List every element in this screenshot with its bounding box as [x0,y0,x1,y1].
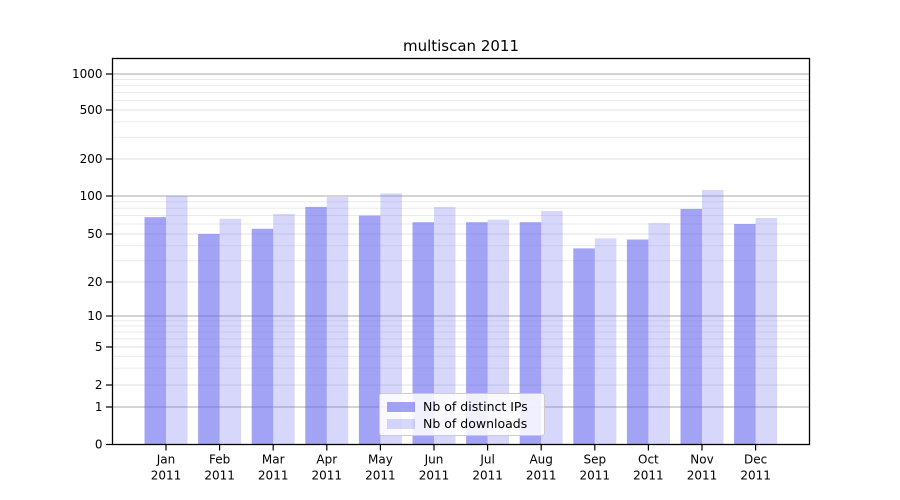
legend-item-downloads: Nb of downloads [387,416,535,431]
bar-distinct-ips-sep [573,248,595,445]
plot-border [111,57,811,446]
bar-distinct-ips-nov [680,208,702,445]
x-tick-label-month-aug: Aug [529,453,552,467]
bar-downloads-apr [326,197,349,445]
x-tick-label-year-jul: 2011 [472,469,503,483]
bar-downloads-jan [166,196,188,445]
y-tick-label-100: 100 [80,189,103,203]
y-tick-label-200: 200 [80,152,103,166]
bar-distinct-ips-mar [251,228,274,445]
bar-downloads-oct [648,223,670,445]
bar-distinct-ips-may [358,215,381,445]
x-tick-label-year-jun: 2011 [419,469,450,483]
bar-downloads-dec [755,217,778,445]
legend-swatch-downloads [387,418,415,429]
bar-distinct-ips-jan [144,217,166,445]
bar-downloads-jul [487,219,510,445]
bar-distinct-ips-dec [734,224,756,445]
y-tick-label-500: 500 [80,103,103,117]
x-tick-label-month-jul: Jul [479,453,494,467]
bar-downloads-sep [594,238,617,445]
bar-downloads-may [380,193,402,445]
x-tick-label-year-feb: 2011 [204,469,235,483]
legend-swatch-distinct-ips [387,401,415,412]
bar-downloads-mar [273,214,295,445]
y-tick-label-10: 10 [87,309,102,323]
bar-distinct-ips-oct [626,239,649,445]
bar-distinct-ips-aug [519,222,542,445]
legend-label-downloads: Nb of downloads [423,416,528,431]
x-tick-label-month-oct: Oct [638,453,659,467]
x-tick-label-year-sep: 2011 [580,469,611,483]
x-tick-label-month-dec: Dec [744,453,767,467]
x-tick-label-year-nov: 2011 [687,469,718,483]
legend-item-distinct-ips: Nb of distinct IPs [387,399,535,414]
x-tick-label-year-jan: 2011 [151,469,182,483]
x-tick-label-year-oct: 2011 [633,469,664,483]
bar-downloads-feb [219,218,242,445]
bar-distinct-ips-apr [305,206,327,445]
y-tick-label-50: 50 [87,227,102,241]
legend-label-distinct-ips: Nb of distinct IPs [423,399,528,414]
y-tick-label-20: 20 [87,275,102,289]
x-tick-label-month-jan: Jan [156,453,176,467]
x-tick-label-month-nov: Nov [690,453,713,467]
bar-distinct-ips-jul [466,222,488,445]
y-tick-label-1: 1 [95,400,103,414]
y-tick-label-5: 5 [95,340,103,354]
x-tick-label-month-apr: Apr [316,453,337,467]
bar-downloads-nov [702,189,724,445]
x-tick-label-year-apr: 2011 [312,469,343,483]
x-tick-label-month-jun: Jun [424,453,444,467]
x-tick-label-year-aug: 2011 [526,469,557,483]
x-tick-label-year-may: 2011 [365,469,396,483]
bar-distinct-ips-jun [412,222,434,445]
x-tick-label-year-mar: 2011 [258,469,289,483]
x-tick-label-month-may: May [368,453,393,467]
chart-title: multiscan 2011 [402,37,520,55]
bar-downloads-aug [541,211,563,445]
y-tick-label-0: 0 [95,438,103,452]
x-tick-label-month-sep: Sep [583,453,606,467]
legend: Nb of distinct IPs Nb of downloads [379,393,545,436]
x-tick-label-month-feb: Feb [209,453,230,467]
bar-downloads-jun [434,206,456,445]
bar-distinct-ips-feb [198,234,220,445]
y-tick-label-2: 2 [95,378,103,392]
x-tick-label-month-mar: Mar [262,453,285,467]
y-tick-label-1000: 1000 [72,67,103,81]
x-tick-label-year-dec: 2011 [740,469,771,483]
